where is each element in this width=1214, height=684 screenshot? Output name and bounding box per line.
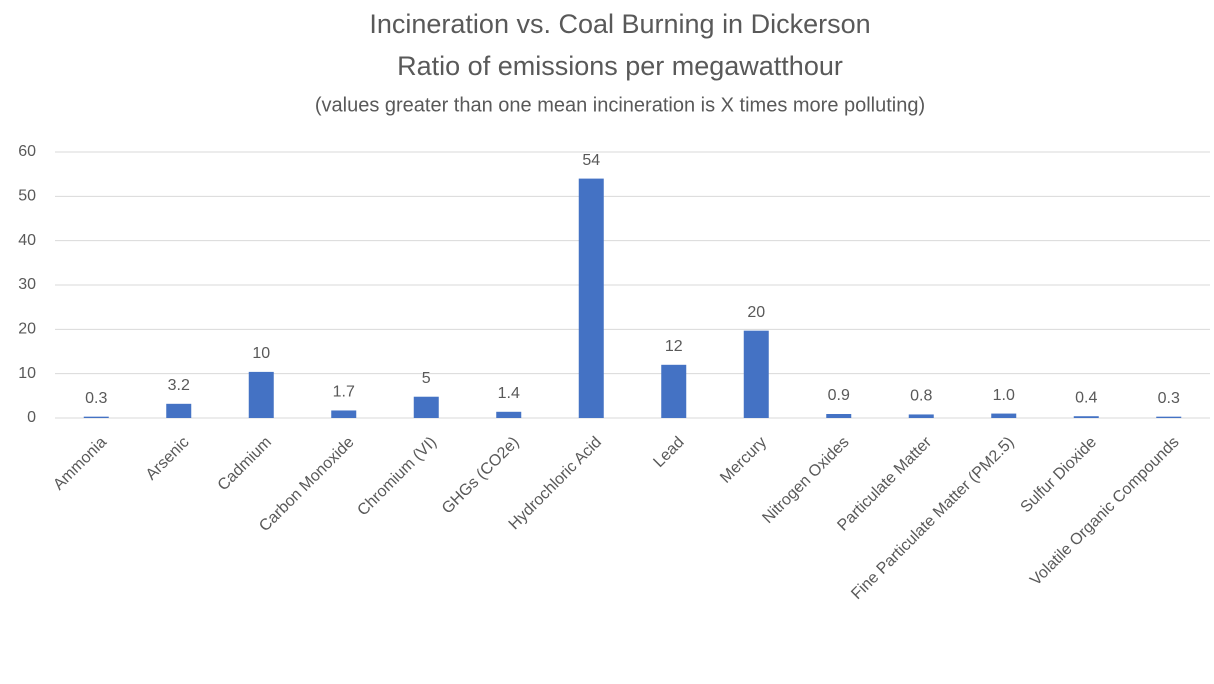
x-tick-label: Nitrogen Oxides (759, 434, 852, 527)
bar (578, 178, 604, 418)
chart-title: Incineration vs. Coal Burning in Dickers… (369, 9, 870, 39)
x-tick-label: Arsenic (143, 434, 193, 484)
bar (743, 330, 769, 418)
data-label: 1.7 (333, 384, 355, 401)
bar (1073, 416, 1099, 418)
x-tick-label: Ammonia (50, 434, 110, 494)
y-tick-label: 50 (18, 188, 36, 205)
x-tick-label: Chromium (VI) (354, 434, 440, 520)
data-label: 0.9 (828, 387, 850, 404)
bar (908, 414, 934, 418)
y-tick-label: 30 (18, 276, 36, 293)
data-label: 3.2 (168, 377, 190, 394)
data-label: 1.0 (993, 387, 1015, 404)
bar (991, 413, 1017, 418)
bar (413, 396, 439, 418)
data-label: 0.3 (85, 390, 107, 407)
bar (1156, 416, 1182, 418)
data-label: 0.8 (910, 388, 932, 405)
x-tick-label: Fine Particulate Matter (PM2.5) (848, 434, 1017, 603)
y-tick-label: 60 (18, 143, 36, 160)
chart-subtitle: Ratio of emissions per megawatthour (397, 51, 843, 81)
x-tick-label: Hydrochloric Acid (506, 434, 605, 533)
data-label: 12 (665, 338, 683, 355)
x-tick-label: GHGs (CO2e) (439, 434, 523, 518)
data-label: 54 (582, 152, 600, 169)
bar (331, 410, 357, 418)
y-tick-label: 10 (18, 365, 36, 382)
y-tick-label: 40 (18, 232, 36, 249)
data-label: 0.4 (1075, 389, 1097, 406)
data-label: 0.3 (1158, 390, 1180, 407)
data-label: 20 (747, 304, 765, 321)
bar (661, 364, 687, 418)
y-tick-label: 20 (18, 321, 36, 338)
data-label: 1.4 (498, 385, 520, 402)
x-tick-label: Cadmium (215, 434, 275, 494)
x-tick-label: Sulfur Dioxide (1018, 434, 1101, 517)
bar (166, 403, 192, 418)
bar (248, 371, 274, 418)
bar (83, 416, 109, 418)
data-label: 5 (422, 370, 431, 387)
y-tick-label: 0 (27, 409, 36, 426)
x-tick-label: Mercury (717, 434, 770, 487)
bar (826, 414, 852, 418)
bar (496, 411, 522, 418)
x-tick-label: Volatile Organic Compounds (1027, 434, 1182, 589)
x-tick-label: Lead (650, 434, 687, 471)
data-label: 10 (252, 345, 270, 362)
chart-annotation: (values greater than one mean incinerati… (315, 94, 925, 116)
